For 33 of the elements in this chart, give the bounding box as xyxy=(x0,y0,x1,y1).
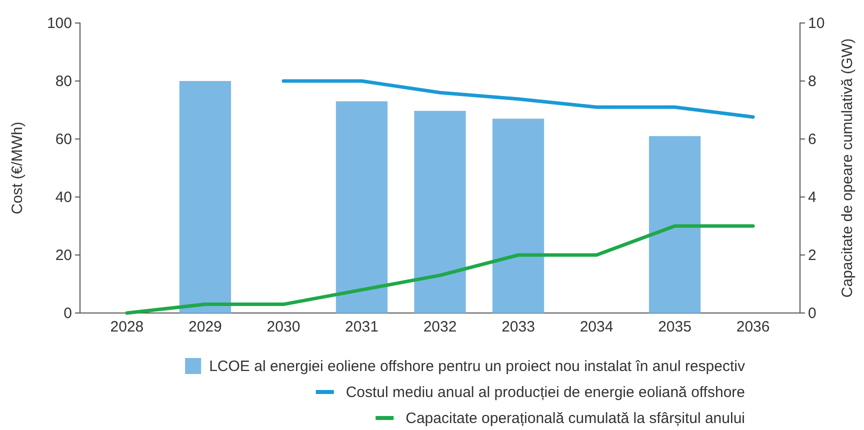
x-tick-label: 2029 xyxy=(188,318,222,336)
y-tick-label: 20 xyxy=(55,246,72,264)
x-tick-label: 2033 xyxy=(502,318,535,336)
y-tick-label: 0 xyxy=(64,304,72,322)
x-tick-label: 2036 xyxy=(736,318,770,336)
line-series xyxy=(282,79,755,119)
y-tick-label: 100 xyxy=(46,14,72,32)
bar xyxy=(336,101,388,313)
y2-tick-label: 0 xyxy=(808,304,816,322)
bar xyxy=(492,118,544,313)
y2-tick-label: 2 xyxy=(808,246,816,264)
y2-axis-title: Capacitate de opeare cumulativă (GW) xyxy=(839,38,856,298)
y-tick-label: 60 xyxy=(55,130,72,148)
y2-tick-label: 4 xyxy=(808,188,816,206)
legend-label: Costul mediu anual al producției de energie eoliană offshore xyxy=(346,384,745,401)
line-series xyxy=(125,224,755,315)
y2-tick-label: 8 xyxy=(808,72,816,90)
x-tick-label: 2034 xyxy=(580,318,614,336)
bar xyxy=(414,110,466,313)
legend-label: LCOE al energiei eoliene offshore pentru un proiect nou instalat în anul respectiv xyxy=(209,358,746,375)
y-tick-label: 80 xyxy=(55,72,72,90)
x-tick-label: 2035 xyxy=(658,318,692,336)
y-axis-title: Cost (€/MWh) xyxy=(9,122,26,214)
x-tick-label: 2030 xyxy=(266,318,300,336)
bar xyxy=(648,136,701,313)
y2-tick-label: 10 xyxy=(808,14,825,32)
y2-tick-label: 6 xyxy=(808,130,816,148)
x-tick-label: 2031 xyxy=(345,318,378,336)
x-tick-label: 2028 xyxy=(110,318,144,336)
y-tick-label: 40 xyxy=(55,188,72,206)
x-tick-label: 2032 xyxy=(423,318,457,336)
legend-label: Capacitate operațională cumulată la sfârșitul anului xyxy=(406,410,745,427)
bar xyxy=(179,81,232,313)
